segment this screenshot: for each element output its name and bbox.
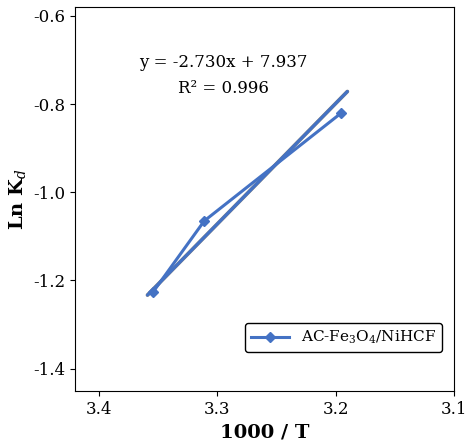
AC-Fe$_3$O$_4$/NiHCF — [151, 289, 156, 294]
Text: R² = 0.996: R² = 0.996 — [178, 80, 269, 97]
Text: y = -2.730x + 7.937: y = -2.730x + 7.937 — [139, 54, 308, 71]
X-axis label: 1000 / T: 1000 / T — [220, 423, 310, 441]
AC-Fe$_3$O$_4$/NiHCF — [201, 218, 207, 224]
Legend: AC-Fe$_3$O$_4$/NiHCF: AC-Fe$_3$O$_4$/NiHCF — [245, 323, 442, 353]
Y-axis label: Ln K$_d$: Ln K$_d$ — [7, 168, 28, 230]
AC-Fe$_3$O$_4$/NiHCF — [338, 110, 344, 116]
Line: AC-Fe$_3$O$_4$/NiHCF: AC-Fe$_3$O$_4$/NiHCF — [150, 109, 345, 295]
